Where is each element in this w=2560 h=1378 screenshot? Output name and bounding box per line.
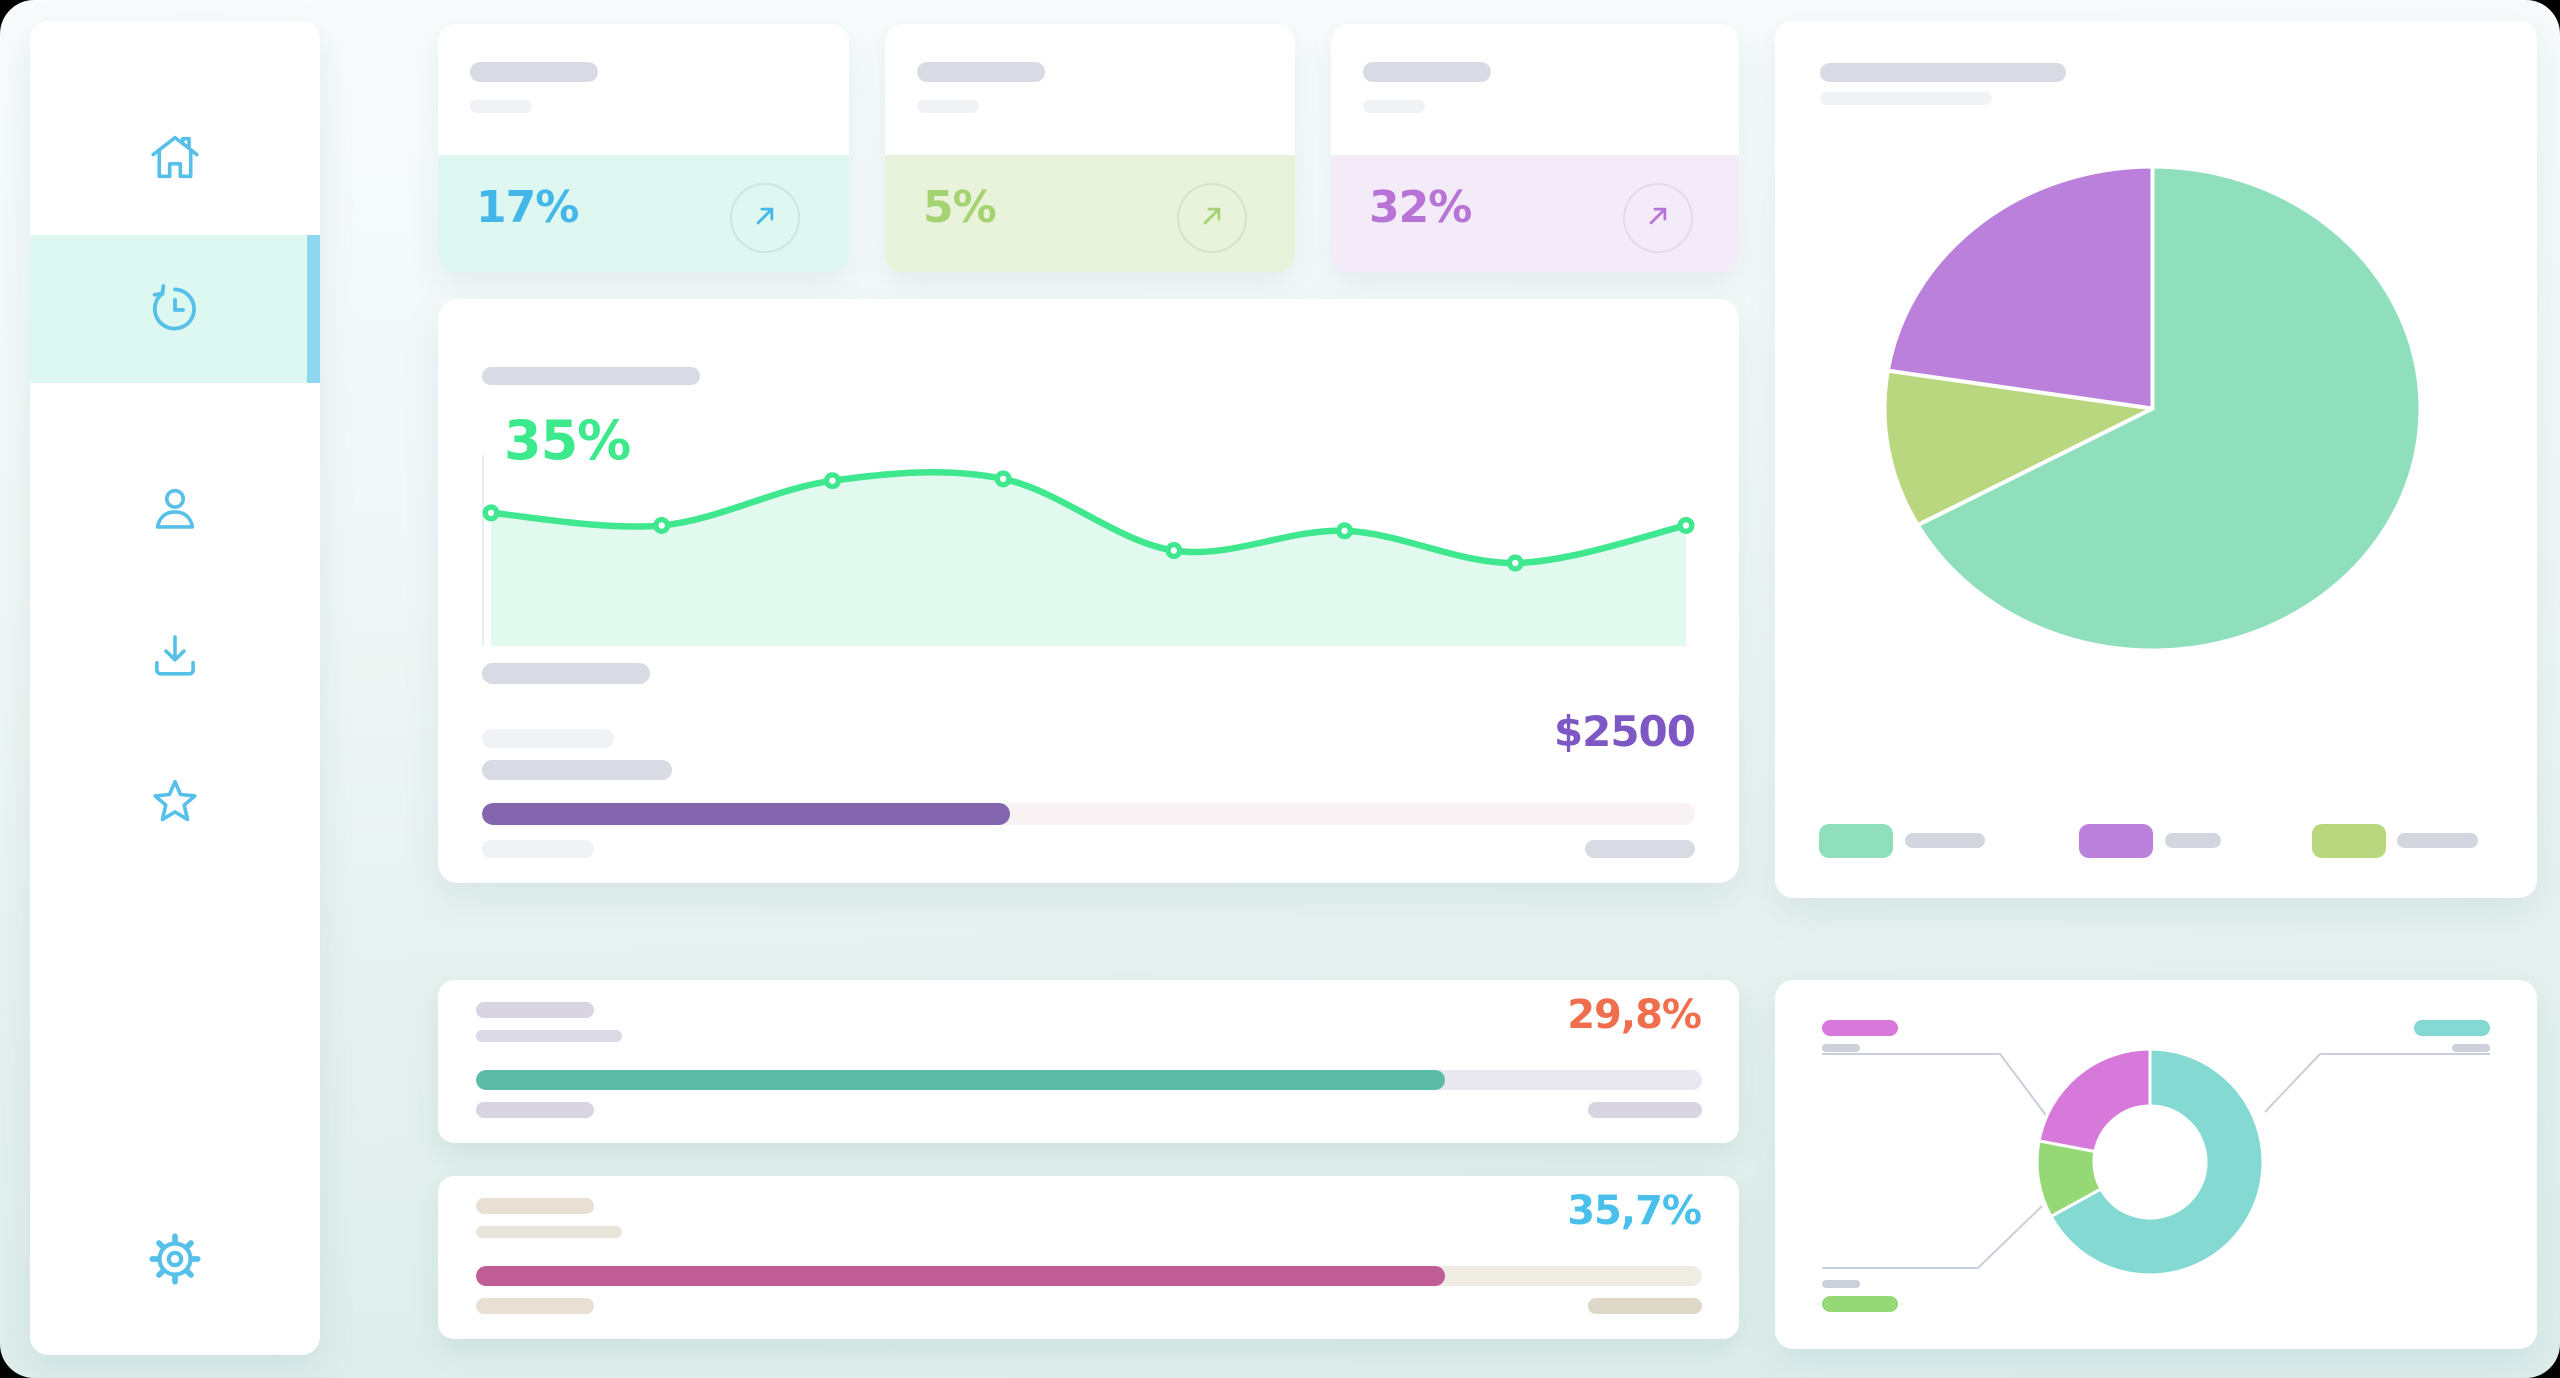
active-indicator bbox=[307, 235, 320, 383]
placeholder-title bbox=[482, 367, 700, 385]
placeholder-subtitle bbox=[470, 100, 532, 113]
legend-chip-olive bbox=[2312, 824, 2386, 858]
sidebar-item-home[interactable] bbox=[30, 111, 320, 203]
trend-button[interactable] bbox=[1177, 183, 1247, 253]
home-icon bbox=[146, 128, 204, 186]
placeholder-title bbox=[1820, 63, 2066, 82]
placeholder-label bbox=[482, 840, 594, 858]
sidebar bbox=[30, 21, 320, 1355]
legend-label-placeholder bbox=[2452, 1044, 2490, 1052]
placeholder-title bbox=[1363, 62, 1491, 82]
stat-value: 5% bbox=[923, 182, 997, 233]
legend-chip-purple bbox=[2079, 824, 2153, 858]
placeholder-label bbox=[482, 663, 650, 684]
donut-chart bbox=[2035, 1047, 2265, 1277]
sidebar-item-profile[interactable] bbox=[30, 463, 320, 555]
area-chart-value: 35% bbox=[504, 409, 631, 472]
placeholder-label bbox=[476, 1298, 594, 1314]
star-icon bbox=[146, 773, 204, 831]
trend-up-arrow-icon bbox=[1197, 201, 1227, 235]
placeholder-label bbox=[476, 1102, 594, 1118]
progress-fill bbox=[476, 1266, 1445, 1286]
metric-progress-bar bbox=[476, 1070, 1702, 1090]
legend-label-placeholder bbox=[2397, 833, 2478, 848]
budget-progress-bar bbox=[482, 803, 1695, 825]
stat-value: 17% bbox=[476, 182, 579, 233]
history-icon bbox=[146, 280, 204, 338]
metric-card-teal: 29,8% bbox=[438, 980, 1739, 1143]
trend-button[interactable] bbox=[1623, 183, 1693, 253]
progress-fill bbox=[482, 803, 1010, 825]
legend-label-placeholder bbox=[2165, 833, 2221, 848]
placeholder-subtitle bbox=[1820, 92, 1992, 105]
placeholder-label bbox=[1588, 1298, 1702, 1314]
area-chart bbox=[482, 455, 1695, 646]
legend-chip-teal bbox=[2414, 1020, 2490, 1036]
pie-chart bbox=[1882, 164, 2423, 653]
stat-value: 32% bbox=[1369, 182, 1472, 233]
placeholder-title bbox=[917, 62, 1045, 82]
metric-card-pink: 35,7% bbox=[438, 1176, 1739, 1339]
sidebar-item-favorites[interactable] bbox=[30, 756, 320, 848]
placeholder-label bbox=[1585, 840, 1695, 858]
stat-card-3: 32% bbox=[1331, 24, 1739, 272]
metric-progress-bar bbox=[476, 1266, 1702, 1286]
placeholder-subtitle bbox=[476, 1030, 622, 1042]
callout-lines bbox=[1822, 1053, 2490, 1269]
download-icon bbox=[146, 626, 204, 684]
placeholder-label bbox=[1588, 1102, 1702, 1118]
sidebar-item-history[interactable] bbox=[30, 235, 320, 383]
legend-chip-green bbox=[1822, 1296, 1898, 1312]
amount-value: $2500 bbox=[1553, 707, 1696, 756]
trend-up-arrow-icon bbox=[750, 201, 780, 235]
sidebar-item-downloads[interactable] bbox=[30, 609, 320, 701]
placeholder-title bbox=[470, 62, 598, 82]
placeholder-subtitle bbox=[917, 100, 979, 113]
trend-up-arrow-icon bbox=[1643, 201, 1673, 235]
main-chart-card: 35% $2500 bbox=[438, 299, 1739, 883]
placeholder-subtitle bbox=[1363, 100, 1425, 113]
donut-chart-card bbox=[1775, 980, 2537, 1349]
pie-chart-card bbox=[1775, 21, 2537, 898]
stat-card-2: 5% bbox=[885, 24, 1295, 272]
progress-fill bbox=[476, 1070, 1445, 1090]
metric-value: 29,8% bbox=[1567, 992, 1702, 1038]
stat-card-1: 17% bbox=[438, 24, 849, 272]
placeholder-label bbox=[482, 729, 614, 748]
placeholder-subtitle bbox=[476, 1226, 622, 1238]
legend-label-placeholder bbox=[1822, 1044, 1860, 1052]
placeholder-label bbox=[482, 760, 672, 780]
legend-label-placeholder bbox=[1905, 833, 1985, 848]
placeholder-title bbox=[476, 1002, 594, 1018]
legend-chip-green bbox=[1819, 824, 1893, 858]
placeholder-title bbox=[476, 1198, 594, 1214]
trend-button[interactable] bbox=[730, 183, 800, 253]
sidebar-item-settings[interactable] bbox=[30, 1213, 320, 1305]
user-icon bbox=[146, 480, 204, 538]
legend-label-placeholder bbox=[1822, 1280, 1860, 1288]
metric-value: 35,7% bbox=[1567, 1188, 1702, 1234]
legend-chip-pink bbox=[1822, 1020, 1898, 1036]
gear-icon bbox=[144, 1228, 206, 1290]
